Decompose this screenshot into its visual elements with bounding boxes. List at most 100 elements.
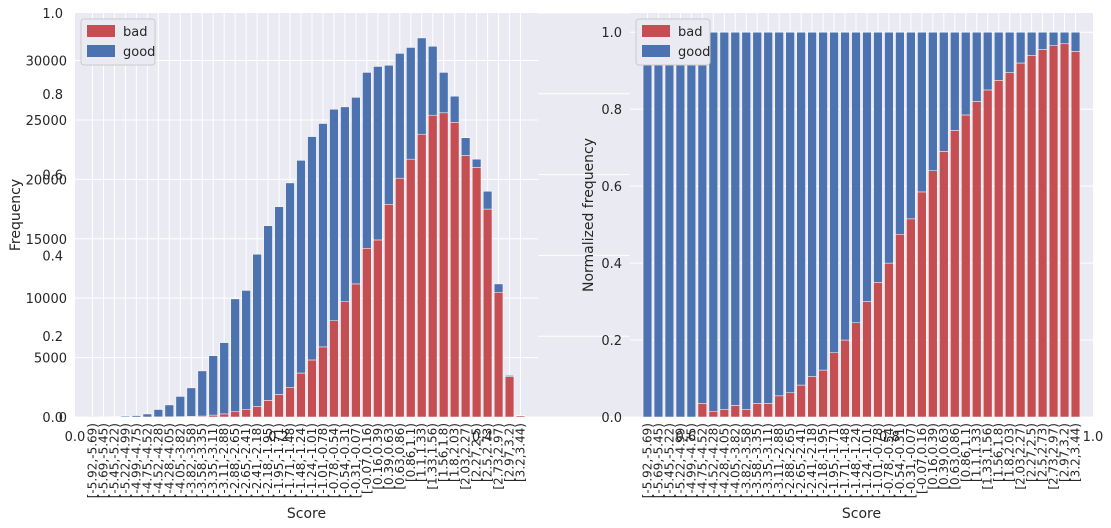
x-tick-label: [-4.05,-3.82)	[728, 423, 742, 498]
legend-swatch-good	[642, 45, 670, 57]
bar-bad	[439, 112, 449, 418]
bar-good	[917, 31, 927, 193]
bar-good	[373, 66, 383, 241]
bar-good	[340, 106, 350, 302]
bar-good	[329, 108, 339, 322]
x-tick-label: [-4.99,-4.75)	[684, 423, 698, 498]
overlay-y-tick-label: 0.2	[42, 330, 63, 345]
x-axis-label: Score	[842, 506, 881, 522]
x-tick-label: [-5.69,-5.45)	[651, 423, 665, 498]
bar-bad	[208, 414, 218, 418]
legend-label-good: good	[123, 45, 155, 60]
bar-bad	[252, 406, 262, 418]
x-tick-label: [-0.31,-0.07)	[349, 423, 363, 498]
bar-bad	[504, 376, 515, 418]
bar-good	[351, 97, 361, 285]
bar-good	[961, 31, 971, 116]
x-tick-label: [2.97,3.2)	[1058, 423, 1072, 482]
y-tick-label: 20000	[26, 173, 67, 188]
bar-bad	[230, 411, 240, 418]
x-tick-label: [-4.99,-4.75)	[129, 423, 143, 498]
overlay-x-tick-label: 0.2	[268, 430, 289, 445]
x-tick-label: [1.33,1.56)	[981, 423, 995, 490]
bar-bad	[1059, 43, 1070, 418]
bar-bad	[384, 204, 394, 418]
bar-bad	[752, 403, 762, 418]
x-tick-label: [-1.71,-1.48)	[283, 423, 297, 498]
bar-good	[939, 31, 949, 152]
bar-good	[774, 31, 784, 397]
bar-bad	[296, 372, 306, 418]
x-tick-label: [2.73,2.97)	[1047, 423, 1061, 490]
bar-bad	[961, 114, 971, 418]
x-tick-label: [-4.75,-4.52)	[140, 423, 154, 498]
bar-good	[241, 290, 251, 410]
x-tick-label: [0.39,0.63)	[382, 423, 396, 490]
bar-good	[1015, 31, 1026, 64]
x-tick-label: [-4.05,-3.82)	[173, 423, 187, 498]
bar-bad	[241, 409, 251, 418]
bar-good	[697, 31, 708, 404]
bar-good	[504, 375, 515, 377]
bar-good	[296, 160, 306, 374]
bar-bad	[840, 339, 850, 418]
x-axis-label: Score	[287, 506, 326, 522]
bar-good	[675, 31, 686, 418]
legend-label-bad: bad	[123, 25, 147, 40]
x-tick-label: [-4.28,-4.05)	[162, 423, 176, 498]
bar-bad	[950, 130, 960, 418]
x-tick-label: [2.27,2.5)	[470, 423, 484, 482]
bar-good	[752, 31, 762, 404]
bar-good	[164, 404, 174, 418]
bar-good	[642, 31, 653, 418]
x-tick-label: [-5.22,-4.99)	[118, 423, 132, 498]
bar-bad	[873, 282, 883, 418]
bar-bad	[1015, 62, 1026, 418]
bar-bad	[983, 89, 993, 418]
bar-good	[153, 409, 163, 418]
bar-good	[928, 31, 938, 172]
bar-good	[417, 37, 427, 135]
bar-good	[719, 31, 729, 410]
x-tick-label: [0.16,0.39)	[371, 423, 385, 490]
x-tick-label: [0.16,0.39)	[926, 423, 940, 490]
bar-bad	[829, 352, 839, 418]
bar-good	[471, 158, 482, 168]
legend-swatch-bad	[642, 25, 670, 37]
bar-good	[829, 31, 839, 353]
bar-bad	[994, 80, 1004, 418]
overlay-x-tick-label: 0.0	[65, 430, 86, 445]
overlay-y-tick-label: 0.8	[42, 88, 63, 103]
bar-bad	[373, 239, 383, 418]
bar-bad	[1005, 72, 1015, 418]
bar-good	[175, 396, 185, 417]
x-tick-label: [-5.45,-5.22)	[107, 423, 121, 498]
x-tick-label: [0.63,0.86)	[393, 423, 407, 490]
bar-bad	[285, 387, 295, 418]
bar-bad	[851, 322, 861, 418]
x-tick-label: [0.63,0.86)	[948, 423, 962, 490]
bar-good	[1026, 31, 1037, 56]
x-tick-label: [-4.52,-4.28)	[706, 423, 720, 498]
bar-good	[450, 95, 460, 123]
x-tick-label: [-3.11,-2.88)	[772, 423, 786, 498]
x-tick-label: [-0.78,-0.54)	[882, 423, 896, 498]
x-tick-label: [-3.82,-3.58)	[184, 423, 198, 498]
x-tick-label: [-3.58,-3.35)	[750, 423, 764, 498]
bar-good	[972, 31, 982, 102]
bar-good	[730, 31, 740, 406]
x-tick-label: [-0.07,0.16)	[360, 423, 374, 494]
x-tick-label: [-5.45,-5.22)	[662, 423, 676, 498]
bar-good	[197, 370, 207, 417]
bar-good	[1037, 31, 1048, 50]
y-tick-label: 5000	[34, 352, 67, 367]
bar-bad	[708, 410, 718, 418]
bar-good	[120, 415, 131, 418]
x-tick-label: [-0.54,-0.31)	[338, 423, 352, 498]
x-tick-label: [0.86,1.1)	[404, 423, 418, 482]
legend: bad good	[80, 18, 156, 66]
y-tick-label: 25000	[26, 114, 67, 129]
x-tick-label: [-3.35,-3.11)	[761, 423, 775, 498]
x-tick-label: [2.03,2.27)	[1014, 423, 1028, 490]
overlay-x-tick-label: 0.6	[675, 430, 696, 445]
